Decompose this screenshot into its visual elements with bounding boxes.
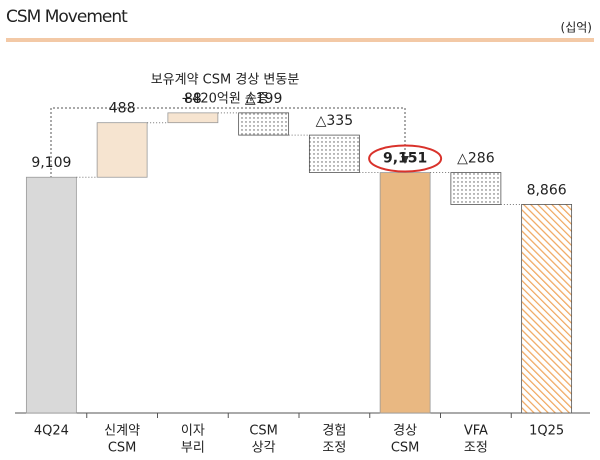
x-tick-label: 경험 bbox=[322, 424, 346, 439]
value-label: 9,151 bbox=[383, 151, 427, 167]
bar bbox=[167, 112, 219, 124]
x-tick-label: CSM bbox=[108, 441, 137, 456]
x-tick-label: CSM bbox=[249, 424, 278, 439]
x-tick-label: 조정 bbox=[322, 441, 346, 456]
value-label: △335 bbox=[316, 113, 354, 129]
bar bbox=[96, 122, 148, 178]
title-rule bbox=[6, 38, 594, 42]
bar bbox=[308, 134, 360, 173]
x-tick-label: 1Q25 bbox=[529, 424, 564, 439]
annotation: +420억원 순증 bbox=[181, 92, 269, 107]
x-tick-label: CSM bbox=[391, 441, 420, 456]
value-label: △286 bbox=[457, 151, 495, 167]
x-tick-label: 상각 bbox=[252, 441, 276, 456]
bar bbox=[25, 176, 77, 414]
x-tick-label: 경상 bbox=[393, 424, 417, 439]
x-tick-label: VFA bbox=[464, 424, 488, 439]
x-tick-label: 이자 bbox=[181, 424, 205, 439]
value-label: 9,109 bbox=[31, 155, 71, 171]
unit-label: (십억) bbox=[561, 21, 592, 35]
value-label: 88 bbox=[184, 91, 202, 107]
highlight-circle bbox=[368, 144, 443, 173]
value-label: 8,866 bbox=[527, 182, 567, 198]
value-label: 488 bbox=[109, 101, 136, 117]
x-tick-label: 신계약 bbox=[104, 424, 140, 439]
x-tick-label: 4Q24 bbox=[34, 424, 69, 439]
bracket-arrow bbox=[50, 107, 409, 190]
x-tick-label: 부리 bbox=[181, 441, 205, 456]
bar bbox=[450, 172, 502, 205]
value-label: △199 bbox=[245, 91, 283, 107]
bar bbox=[238, 112, 290, 136]
x-tick-label: 조정 bbox=[464, 441, 488, 456]
bar bbox=[379, 172, 431, 414]
chart-title: CSM Movement bbox=[6, 7, 128, 27]
bar bbox=[521, 204, 573, 414]
annotation: 보유계약 CSM 경상 변동분 bbox=[151, 73, 300, 88]
